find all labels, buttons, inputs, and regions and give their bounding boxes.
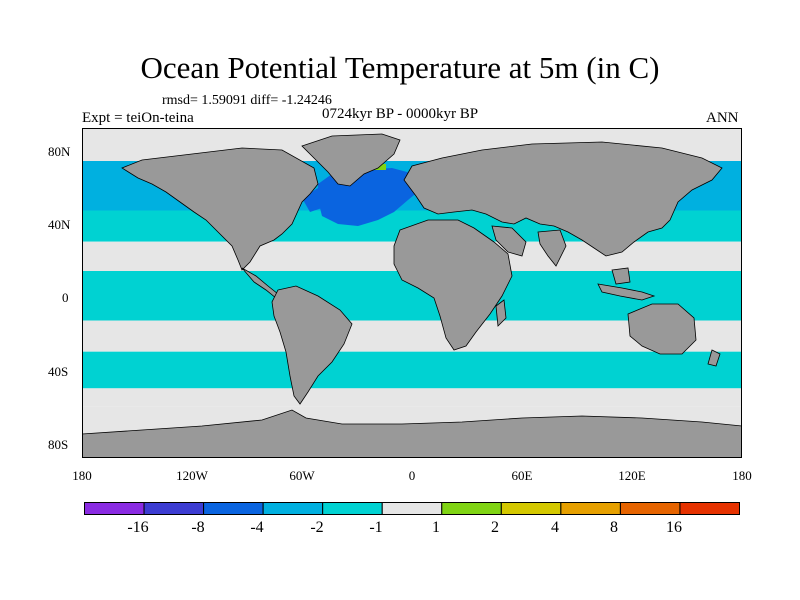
land-masses (82, 133, 742, 458)
colorbar-tick-2: 2 (491, 519, 499, 536)
lon-tick-120w: 120W (176, 468, 208, 483)
lat-tick-40n: 40N (48, 217, 71, 232)
colorbar-tick-1: 1 (432, 519, 440, 536)
ocean-band-6 (82, 351, 742, 389)
land-greenland (301, 133, 401, 187)
colorbar (84, 502, 740, 515)
land-indonesia (597, 283, 656, 301)
experiment-label: Expt = teiOn-teina (82, 110, 194, 126)
colorbar-tick-m4: -4 (250, 519, 264, 536)
lon-tick-60w: 60W (289, 468, 315, 483)
land-north-america (121, 147, 319, 271)
lon-tick-60e: 60E (511, 468, 533, 483)
land-india (537, 229, 567, 267)
colorbar-tick-4: 4 (551, 519, 559, 536)
colorbar-box-4 (322, 502, 383, 515)
season-label: ANN (706, 110, 739, 126)
map-frame (82, 128, 742, 458)
colorbar-box-1 (143, 502, 205, 515)
land-south-america (271, 285, 353, 405)
colorbar-tick-m1: -1 (369, 519, 383, 536)
lat-tick-40s: 40S (48, 364, 69, 379)
colorbar-tick-m16: -16 (127, 519, 149, 536)
land-new-zealand (707, 349, 721, 367)
north-atlantic-anomaly-west (302, 188, 322, 212)
colorbar-tick-16: 16 (666, 519, 682, 536)
land-madagascar (495, 299, 507, 327)
world-map (82, 128, 742, 458)
colorbar-box-10 (679, 502, 740, 515)
colorbar-tick-8: 8 (610, 519, 618, 536)
land-australia (627, 303, 697, 355)
colorbar-box-8 (560, 502, 621, 515)
colorbar-box-5 (381, 502, 443, 515)
stats-label: rmsd= 1.59091 diff= -1.24246 (162, 93, 332, 108)
colorbar-box-9 (619, 502, 681, 515)
lon-tick-180-right: 180 (732, 468, 752, 483)
lat-tick-80n: 80N (48, 144, 71, 159)
colorbar-box-0 (84, 502, 145, 515)
colorbar-box-3 (262, 502, 324, 515)
lon-tick-0: 0 (408, 468, 416, 483)
land-arabia (491, 225, 527, 257)
land-africa (393, 219, 513, 351)
land-antarctica (82, 409, 742, 458)
lon-tick-120e: 120E (618, 468, 646, 483)
period-label: 0724kyr BP - 0000kyr BP (322, 106, 479, 122)
colorbar-box-6 (441, 502, 502, 515)
colorbar-tick-m2: -2 (310, 519, 324, 536)
lat-tick-80s: 80S (48, 437, 69, 452)
land-borneo (611, 267, 631, 285)
lon-tick-180-left: 180 (72, 468, 92, 483)
colorbar-box-2 (203, 502, 264, 515)
colorbar-box-7 (500, 502, 562, 515)
plot-title: Ocean Potential Temperature at 5m (in C) (140, 50, 660, 85)
lat-tick-0: 0 (62, 290, 69, 305)
warm-patch (374, 164, 386, 170)
colorbar-tick-m8: -8 (191, 519, 205, 536)
ocean-band-7 (82, 388, 742, 407)
map-canvas (82, 128, 742, 458)
land-eurasia (403, 141, 723, 257)
